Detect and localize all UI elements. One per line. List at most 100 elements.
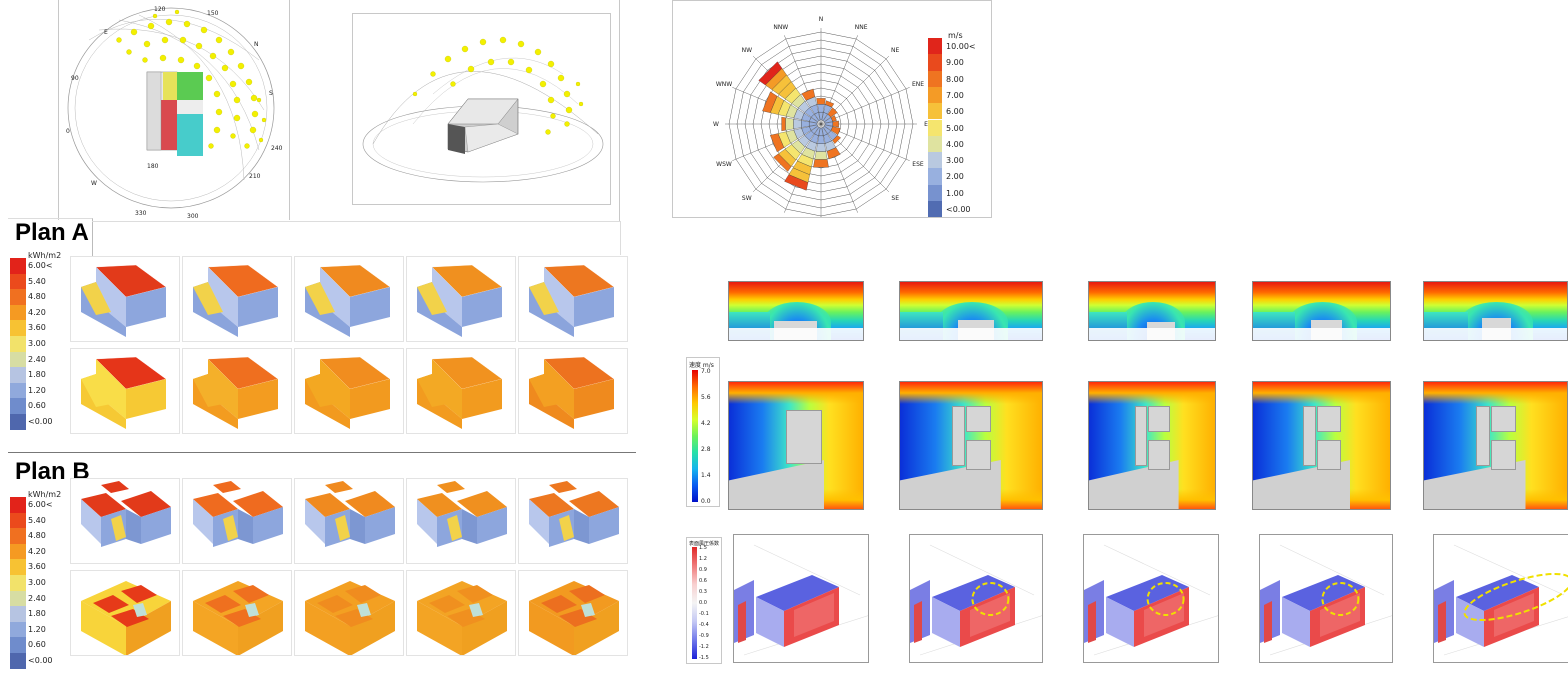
wind-rose-chart: NNNENEENEEESESESSESSSWSWWSWWWNWNWNNW <box>713 16 928 233</box>
velocity-tick: 7.0 <box>701 368 711 375</box>
massing-model <box>529 264 615 337</box>
pressure-tick: 0.0 <box>699 600 707 606</box>
rose-direction-label: SE <box>891 195 899 202</box>
legend-swatch <box>10 367 26 383</box>
legend-swatch <box>10 320 26 336</box>
rose-petal-segment <box>816 98 826 105</box>
pressure-model <box>1260 544 1392 656</box>
rose-direction-label: WNW <box>716 81 732 88</box>
sunpath-panel-1: 120 150 210 240 330 300 N E S W 90 0 180 <box>58 0 290 220</box>
legend-label: 3.00 <box>28 578 46 587</box>
rose-petal-segment <box>830 115 837 122</box>
legend-label: 6.00< <box>28 500 53 509</box>
wind-legend-swatch <box>928 119 942 136</box>
pressure-tick: -1.2 <box>699 644 709 650</box>
model-cell <box>70 478 180 564</box>
rose-direction-label: NNW <box>773 24 788 31</box>
model-cell <box>70 348 180 434</box>
rose-petal-segment <box>785 117 794 131</box>
legend-label: 2.40 <box>28 354 46 364</box>
building-plan-block <box>1490 440 1516 470</box>
ground-strip <box>1089 328 1215 340</box>
legend-label: 4.20 <box>28 307 46 317</box>
model-cell <box>406 570 516 656</box>
building-plan-block <box>1316 406 1342 432</box>
pressure-tick: 1.2 <box>699 556 707 562</box>
legend-label: 4.20 <box>28 546 46 556</box>
pressure-view <box>909 534 1043 663</box>
massing-model <box>193 356 279 429</box>
plan-a-title: Plan A <box>15 219 89 246</box>
building-plan-bar <box>1303 406 1317 466</box>
massing-model <box>305 356 391 429</box>
model-cell <box>518 348 628 434</box>
wind-legend-swatch <box>928 135 942 153</box>
model-view <box>417 356 503 429</box>
massing-model <box>417 264 503 337</box>
legend-swatch <box>10 512 26 529</box>
rose-direction-label: N <box>819 16 824 23</box>
wind-legend-label: 3.00 <box>946 156 964 166</box>
legend-swatch <box>10 382 26 399</box>
rose-direction-label: ENE <box>912 81 924 88</box>
rose-petal-segment <box>813 159 829 168</box>
building-plan <box>786 410 823 464</box>
rose-petal-segment <box>784 174 809 191</box>
velocity-legend: 速度 m/s 7.0 5.6 4.2 2.8 1.4 0.0 <box>686 357 720 507</box>
pressure-tick: 0.6 <box>699 578 707 584</box>
model-view <box>417 264 503 337</box>
rose-petal-segment <box>793 118 802 130</box>
pressure-view <box>1083 534 1219 663</box>
legend-swatch <box>10 559 26 575</box>
model-cell <box>518 256 628 342</box>
velocity-legend-title: 速度 m/s <box>689 362 714 369</box>
cfd-section-view <box>1423 281 1568 341</box>
svg-text:300: 300 <box>187 213 199 218</box>
wind-legend-label: 10.00< <box>946 42 976 51</box>
pressure-tick: -0.4 <box>699 622 709 628</box>
rose-direction-label: WSW <box>716 161 732 168</box>
model-view <box>305 581 395 656</box>
rose-direction-label: NNE <box>855 24 868 31</box>
pressure-model <box>910 544 1042 656</box>
model-view <box>193 356 279 429</box>
sunpath-panel-2 <box>352 13 611 205</box>
cfd-section-view <box>728 281 864 341</box>
ground-strip <box>1424 328 1567 340</box>
legend-label: 3.60 <box>28 562 46 572</box>
building-plan-bar <box>951 406 966 466</box>
cfd-section-view <box>1088 281 1216 341</box>
rose-petal-segment <box>814 151 828 160</box>
pressure-model <box>1084 544 1218 656</box>
legend-label: 1.80 <box>28 370 46 380</box>
legend-swatch <box>10 304 26 321</box>
massing-model <box>305 481 395 547</box>
wind-legend-label: 7.00 <box>946 90 964 100</box>
pressure-model <box>1434 544 1568 656</box>
svg-text:330: 330 <box>135 210 147 217</box>
massing-model <box>417 581 507 656</box>
svg-text:0: 0 <box>66 128 70 135</box>
velocity-colorbar <box>692 370 698 502</box>
radiation-legend-unit: kWh/m2 <box>28 490 62 499</box>
legend-label: 5.40 <box>28 276 46 286</box>
legend-label: 0.60 <box>28 401 46 411</box>
top-high-band <box>1424 382 1567 404</box>
rose-petal-segment <box>815 143 827 152</box>
sunpath-diagram-1: 120 150 210 240 330 300 N E S W 90 0 180 <box>66 6 283 220</box>
legend-swatch <box>10 414 26 430</box>
model-cell <box>182 478 292 564</box>
highlight-ellipse <box>1463 572 1568 622</box>
ground-strip <box>729 328 863 340</box>
massing-model <box>417 356 503 429</box>
highlight-circle <box>1146 582 1185 616</box>
model-view <box>81 481 171 547</box>
building-plan-block <box>1490 406 1516 432</box>
model-view <box>305 264 391 337</box>
legend-swatch <box>10 258 26 274</box>
model-cell <box>406 256 516 342</box>
ground-strip <box>900 328 1042 340</box>
legend-label: <0.00 <box>28 417 53 426</box>
velocity-tick: 2.8 <box>701 446 711 453</box>
wind-legend-swatch <box>928 201 942 218</box>
